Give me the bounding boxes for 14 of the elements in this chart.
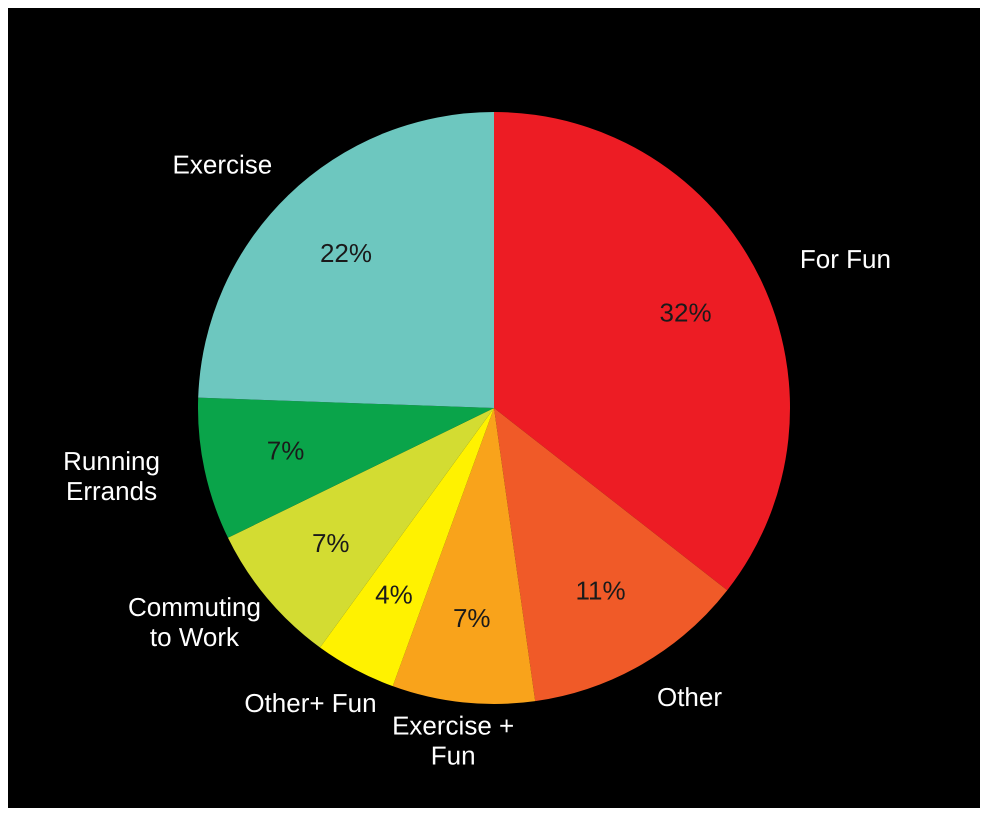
data-label: 4% — [375, 579, 413, 610]
data-label: 7% — [266, 435, 304, 466]
data-label: 32% — [660, 298, 712, 328]
data-label: 11% — [576, 576, 626, 606]
slice-label: Exercise — [172, 149, 272, 180]
data-label: 7% — [452, 603, 491, 634]
slice-label: Exercise + Fun — [392, 710, 514, 770]
slice-label: Other — [656, 682, 722, 712]
data-label: 7% — [312, 528, 350, 558]
data-label: 22% — [320, 238, 372, 268]
slice-label: Other+ Fun — [244, 688, 377, 718]
slice-label: For Fun — [800, 244, 891, 274]
slice-label: Commuting to Work — [128, 592, 261, 652]
slice-label: Running Errands — [63, 446, 160, 506]
